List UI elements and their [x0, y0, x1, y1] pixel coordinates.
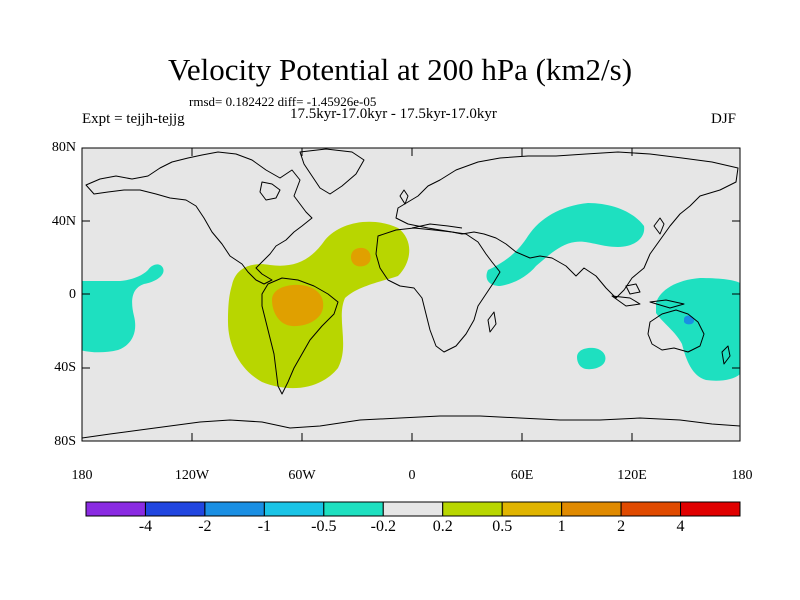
colorbar-swatch	[382, 501, 444, 517]
coastline-madagascar	[487, 311, 497, 333]
negative-anomaly-region	[656, 278, 740, 381]
coastline-hudson-bay	[259, 181, 281, 201]
y-tick-label: 80S	[54, 434, 76, 449]
negative-anomaly-core	[684, 315, 695, 325]
colorbar-label: -0.5	[311, 518, 337, 535]
x-tick-label: 0	[408, 468, 416, 483]
coastline-africa	[375, 227, 501, 353]
y-tick-label: 40S	[54, 360, 76, 375]
colorbar-label: -0.2	[370, 518, 396, 535]
colorbar-swatch	[144, 501, 206, 517]
colorbar-swatch	[561, 501, 622, 517]
colorbar-label: 0.2	[432, 518, 453, 535]
coastline-australia	[647, 309, 705, 353]
colorbar-label: 0.5	[492, 518, 513, 535]
x-tick-label: 120E	[617, 468, 647, 483]
coastline-south-america	[261, 277, 339, 395]
x-tick-label: 180	[731, 468, 753, 483]
subtitle: 17.5kyr-17.0kyr - 17.5kyr-17.0kyr	[290, 106, 497, 122]
map-background	[82, 148, 740, 441]
x-tick-label: 120W	[174, 468, 210, 483]
season-label: DJF	[711, 111, 737, 127]
colorbar-label: -2	[198, 518, 212, 535]
y-tick-label: 40N	[51, 214, 76, 229]
experiment-label: Expt = tejjh-tejjg	[82, 111, 185, 127]
y-tick-label: 0	[69, 287, 76, 302]
coastline-maritime-continent	[611, 283, 685, 309]
colorbar-label: 4	[676, 518, 685, 535]
coastline-mediterranean	[411, 223, 463, 229]
coastline-antarctica	[82, 415, 740, 439]
y-tick-label: 80N	[51, 140, 76, 155]
coastlines	[82, 148, 740, 439]
colorbar-swatch	[501, 501, 563, 517]
coastline-new-zealand	[721, 345, 731, 365]
positive-anomaly-core	[351, 247, 371, 267]
stats-label: rmsd= 0.182422 diff= -1.45926e-05	[189, 94, 377, 109]
negative-anomaly-region	[577, 347, 606, 370]
positive-anomaly-core	[272, 284, 324, 327]
axis-ticks	[81, 147, 741, 442]
colorbar-swatch	[442, 501, 503, 517]
velocity-potential-field	[82, 203, 740, 389]
negative-anomaly-region	[486, 203, 645, 286]
colorbar-swatch	[204, 501, 265, 517]
coastline-japan	[653, 217, 665, 235]
colorbar-swatch	[323, 501, 384, 517]
colorbar-swatch	[85, 501, 146, 517]
coastline-british-isles	[399, 189, 409, 205]
colorbar-swatch	[263, 501, 325, 517]
colorbar-label: -1	[257, 518, 272, 535]
coastline-north-america	[85, 151, 313, 285]
x-tick-label: 180	[71, 468, 93, 483]
negative-anomaly-region	[82, 264, 164, 353]
colorbar-label: -4	[138, 518, 153, 535]
coastline-eurasia	[395, 151, 739, 299]
colorbar-label: 1	[557, 518, 566, 535]
x-tick-label: 60W	[288, 468, 316, 483]
x-tick-label: 60E	[510, 468, 534, 483]
colorbar	[85, 501, 741, 517]
colorbar-swatch	[680, 501, 741, 517]
chart-title: Velocity Potential at 200 hPa (km2/s)	[167, 52, 633, 87]
coastline-greenland	[299, 148, 365, 195]
colorbar-label: 2	[617, 518, 626, 535]
colorbar-swatch	[620, 501, 682, 517]
